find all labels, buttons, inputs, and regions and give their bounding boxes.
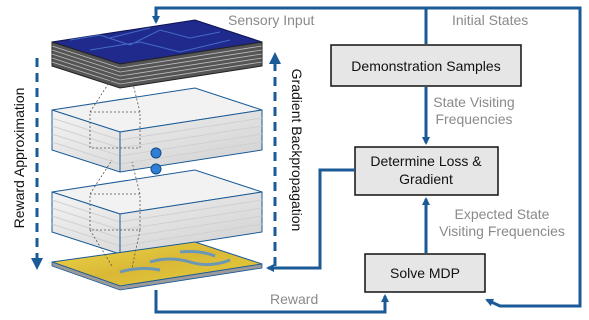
network-stack: [51, 19, 263, 291]
hidden-layer-1: [51, 87, 263, 173]
gradient-backpropagation-label: Gradient Backpropagation: [289, 69, 305, 232]
reward-arrow: [154, 290, 389, 314]
initial-states-arrow: [426, 6, 582, 308]
initial-states-label: Initial States: [452, 12, 528, 28]
determine-loss-label-line2: Gradient: [399, 171, 453, 187]
hidden-layer-2: [51, 169, 263, 255]
reward-approximation-label: Reward Approximation: [11, 88, 27, 229]
demonstration-samples-box: Demonstration Samples: [330, 44, 522, 87]
expected-state-label-line2: Visiting Frequencies: [439, 223, 565, 239]
receptive-field-lines: [89, 77, 141, 269]
reward-approximation-arrow: [31, 58, 43, 270]
sensory-input-label: Sensory Input: [228, 12, 314, 28]
loss-to-network-arrow: [266, 168, 355, 272]
sensory-input-arrow: [152, 6, 426, 24]
reward-label: Reward: [270, 291, 318, 307]
reward-map-layer: [51, 241, 263, 291]
demonstration-samples-label: Demonstration Samples: [351, 58, 500, 74]
sensory-input-layer: [51, 19, 263, 89]
solve-mdp-label: Solve MDP: [390, 265, 460, 281]
expected-state-label-line1: Expected State: [455, 206, 550, 222]
state-visiting-label-line1: State Visiting: [433, 94, 514, 110]
state-visiting-label-line2: Frequencies: [435, 111, 512, 127]
determine-loss-box: Determine Loss & Gradient: [354, 146, 499, 196]
determine-loss-label-line1: Determine Loss &: [370, 153, 482, 169]
flow-arrows: [152, 6, 582, 314]
gradient-backprop-arrow: [269, 52, 281, 266]
solve-mdp-box: Solve MDP: [364, 253, 486, 293]
